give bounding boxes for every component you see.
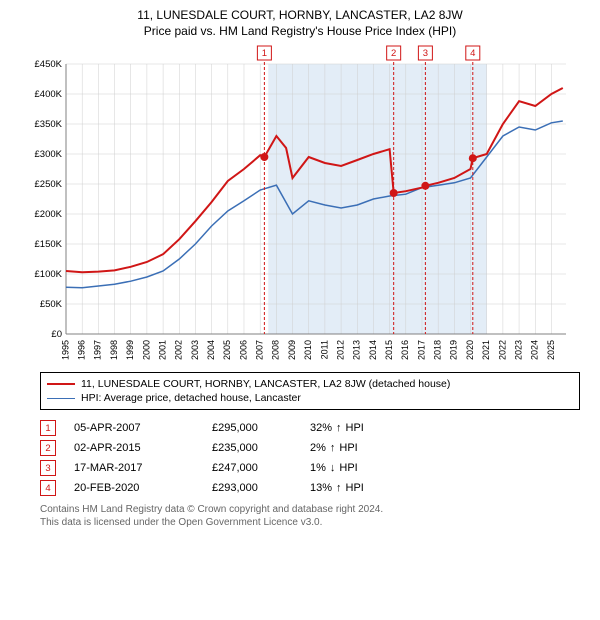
legend-label: HPI: Average price, detached house, Lanc…	[81, 392, 301, 404]
event-pct: 32%↑HPI	[310, 422, 420, 434]
event-date: 17-MAR-2017	[74, 462, 194, 474]
events-table: 105-APR-2007£295,00032%↑HPI202-APR-2015£…	[40, 418, 580, 498]
page-subtitle: Price paid vs. HM Land Registry's House …	[10, 24, 590, 38]
arrow-down-icon: ↓	[330, 462, 336, 474]
x-tick-label: 2004	[206, 340, 216, 360]
legend-swatch	[47, 383, 75, 385]
event-dot	[390, 189, 398, 197]
arrow-up-icon: ↑	[336, 422, 342, 434]
event-price: £295,000	[212, 422, 292, 434]
x-tick-label: 2000	[141, 340, 151, 360]
event-price: £235,000	[212, 442, 292, 454]
event-marker-number: 2	[391, 48, 396, 59]
x-tick-label: 2021	[481, 340, 491, 360]
y-tick-label: £50K	[40, 299, 63, 310]
event-dot	[469, 154, 477, 162]
x-tick-label: 2007	[255, 340, 265, 360]
event-row: 2 02-APR-2015 £235,000 2%↑HPI	[40, 438, 580, 458]
legend-item: 11, LUNESDALE COURT, HORNBY, LANCASTER, …	[47, 377, 573, 391]
x-tick-label: 1999	[125, 340, 135, 360]
event-pct: 2%↑HPI	[310, 442, 420, 454]
x-tick-label: 2025	[546, 340, 556, 360]
legend-swatch	[47, 398, 75, 399]
price-chart: £0 £50K £100K £150K £200K £250K £300K £350K £400…	[20, 44, 580, 364]
x-tick-label: 2002	[174, 340, 184, 360]
event-number-box: 4	[40, 480, 56, 496]
y-tick-label: £450K	[35, 59, 63, 70]
event-number-box: 2	[40, 440, 56, 456]
y-tick-label: £200K	[35, 209, 63, 220]
x-tick-label: 2005	[222, 340, 232, 360]
event-number-box: 3	[40, 460, 56, 476]
x-tick-label: 2001	[157, 340, 167, 360]
event-price: £293,000	[212, 482, 292, 494]
x-tick-label: 2018	[433, 340, 443, 360]
event-pct: 13%↑HPI	[310, 482, 420, 494]
event-marker-number: 4	[470, 48, 475, 59]
footnote-line-2: This data is licensed under the Open Gov…	[40, 517, 580, 530]
event-marker-number: 3	[423, 48, 428, 59]
arrow-up-icon: ↑	[336, 482, 342, 494]
page-title: 11, LUNESDALE COURT, HORNBY, LANCASTER, …	[10, 8, 590, 22]
y-tick-label: £150K	[35, 239, 63, 250]
x-tick-label: 2023	[513, 340, 523, 360]
x-tick-label: 2006	[238, 340, 248, 360]
event-row: 1 05-APR-2007 £295,000 32%↑HPI	[40, 418, 580, 438]
chart-area: £0 £50K £100K £150K £200K £250K £300K £350K £400…	[20, 44, 580, 364]
arrow-up-icon: ↑	[330, 442, 336, 454]
x-tick-label: 2017	[416, 340, 426, 360]
y-tick-label: £100K	[35, 269, 63, 280]
x-tick-label: 2014	[368, 340, 378, 360]
event-number-box: 1	[40, 420, 56, 436]
x-tick-label: 2022	[497, 340, 507, 360]
x-tick-label: 2003	[190, 340, 200, 360]
legend-item: HPI: Average price, detached house, Lanc…	[47, 391, 573, 405]
x-tick-label: 2015	[384, 340, 394, 360]
y-tick-label: £250K	[35, 179, 63, 190]
x-tick-label: 2012	[335, 340, 345, 360]
x-tick-label: 2019	[449, 340, 459, 360]
event-date: 05-APR-2007	[74, 422, 194, 434]
event-dot	[260, 153, 268, 161]
x-tick-label: 2008	[271, 340, 281, 360]
event-date: 02-APR-2015	[74, 442, 194, 454]
x-tick-label: 2011	[319, 340, 329, 359]
event-dot	[421, 182, 429, 190]
event-pct: 1%↓HPI	[310, 462, 420, 474]
y-tick-label: £0	[51, 329, 62, 340]
event-price: £247,000	[212, 462, 292, 474]
footnote-line-1: Contains HM Land Registry data © Crown c…	[40, 504, 580, 517]
y-tick-label: £400K	[35, 89, 63, 100]
x-tick-label: 1995	[60, 340, 70, 360]
x-tick-label: 2020	[465, 340, 475, 360]
legend-label: 11, LUNESDALE COURT, HORNBY, LANCASTER, …	[81, 378, 450, 390]
y-tick-label: £300K	[35, 149, 63, 160]
x-tick-label: 2016	[400, 340, 410, 360]
x-tick-label: 1996	[77, 340, 87, 360]
event-date: 20-FEB-2020	[74, 482, 194, 494]
event-marker-number: 1	[262, 48, 267, 59]
x-tick-label: 2013	[352, 340, 362, 360]
x-tick-label: 1998	[109, 340, 119, 360]
event-row: 4 20-FEB-2020 £293,000 13%↑HPI	[40, 478, 580, 498]
x-tick-label: 2010	[303, 340, 313, 360]
event-row: 3 17-MAR-2017 £247,000 1%↓HPI	[40, 458, 580, 478]
x-tick-label: 2009	[287, 340, 297, 360]
x-tick-label: 2024	[530, 340, 540, 360]
legend: 11, LUNESDALE COURT, HORNBY, LANCASTER, …	[40, 372, 580, 410]
x-tick-label: 1997	[93, 340, 103, 360]
footnote: Contains HM Land Registry data © Crown c…	[40, 504, 580, 529]
y-tick-label: £350K	[35, 119, 63, 130]
